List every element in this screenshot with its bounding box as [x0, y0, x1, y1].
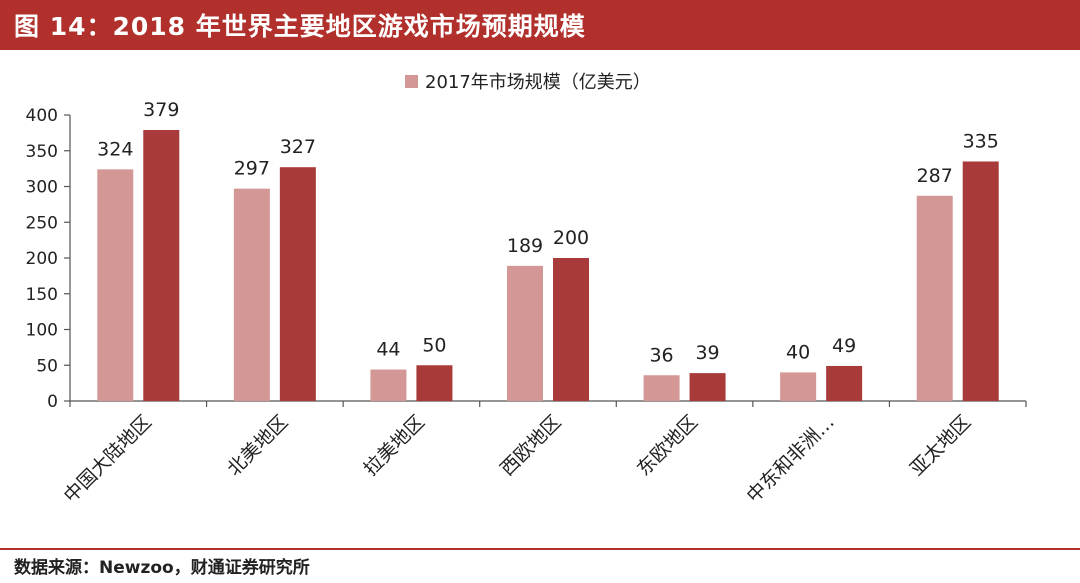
bar-2017 — [370, 369, 407, 401]
x-tick-label: 中国大陆地区 — [60, 411, 156, 507]
bar-2018 — [416, 365, 453, 401]
bar-2018 — [279, 167, 316, 401]
x-tick-label: 东欧地区 — [633, 411, 702, 480]
data-label: 36 — [649, 344, 673, 366]
legend-label-2017: 2017年市场规模（亿美元） — [425, 72, 651, 93]
data-label: 50 — [422, 334, 446, 356]
bar-2018 — [689, 373, 726, 401]
data-label: 324 — [97, 138, 133, 160]
data-label: 189 — [507, 235, 543, 257]
legend: 2017年市场规模（亿美元） — [405, 72, 651, 93]
bar-2017 — [643, 375, 680, 401]
x-tick-label: 北美地区 — [223, 411, 292, 480]
data-label: 39 — [695, 342, 719, 364]
x-tick-label: 拉美地区 — [360, 411, 429, 480]
data-label: 40 — [786, 341, 810, 363]
data-label: 287 — [917, 165, 953, 187]
legend-swatch-2017 — [405, 75, 418, 88]
y-tick-label: 250 — [26, 213, 58, 233]
chart-area: 2017年市场规模（亿美元） 0 50 100 150 200 250 300 350 400 … — [0, 50, 1080, 545]
bar-2018 — [143, 130, 180, 401]
footer-divider — [0, 548, 1080, 550]
bars — [97, 130, 999, 401]
bar-2018 — [553, 258, 589, 401]
source-note: 数据来源：Newzoo，财通证券研究所 — [14, 558, 310, 578]
y-tick-label: 200 — [26, 249, 58, 269]
bar-2017 — [97, 169, 134, 401]
bar-2017 — [233, 188, 270, 401]
y-tick-label: 350 — [26, 142, 58, 162]
data-label: 335 — [963, 130, 999, 152]
data-label: 379 — [143, 99, 179, 121]
bar-2017 — [780, 372, 817, 401]
x-axis: 中国大陆地区 北美地区 拉美地区 西欧地区 东欧地区 中东和非洲… 亚太地区 — [60, 400, 1027, 507]
y-tick-label: 400 — [26, 106, 58, 126]
page-title: 图 14：2018 年世界主要地区游戏市场预期规模 — [0, 0, 1080, 50]
y-tick-label: 0 — [47, 392, 58, 412]
bar-2017 — [507, 265, 543, 401]
data-label: 200 — [553, 227, 589, 249]
data-label: 297 — [234, 158, 270, 180]
y-tick-label: 150 — [26, 285, 58, 305]
y-axis: 0 50 100 150 200 250 300 350 400 — [26, 106, 71, 412]
bar-chart: 2017年市场规模（亿美元） 050100150200250300350400 … — [26, 72, 1027, 507]
y-tick-label: 300 — [26, 178, 58, 198]
data-label: 327 — [280, 136, 316, 158]
data-labels: 324 379 297 327 44 50 189 200 36 39 40 49 287 335 — [97, 99, 999, 366]
x-tick-label: 亚太地区 — [906, 411, 975, 480]
bar-2018 — [962, 161, 999, 401]
x-tick-label: 西欧地区 — [496, 411, 565, 480]
x-tick-label: 中东和非洲… — [743, 411, 839, 507]
y-tick-label: 100 — [26, 321, 58, 341]
data-label: 49 — [832, 335, 856, 357]
bar-2018 — [826, 365, 863, 401]
data-label: 44 — [376, 339, 400, 361]
bar-2017 — [916, 195, 953, 401]
y-tick-label: 50 — [36, 356, 58, 376]
